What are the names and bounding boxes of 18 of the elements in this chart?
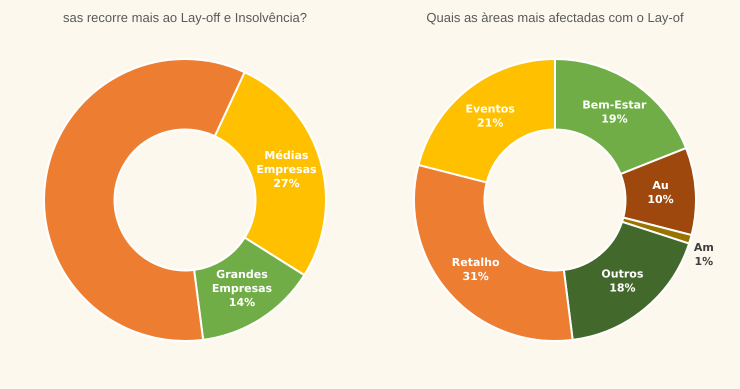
chart-title: Quais as àreas mais afectadas com o Lay-of [426, 10, 684, 27]
data-label: 27% [273, 177, 300, 190]
data-label: 1% [694, 255, 714, 268]
data-label: 31% [462, 270, 489, 283]
slice-label: Médias Empresas [256, 149, 318, 176]
data-label: 21% [477, 116, 504, 130]
data-label: 14% [228, 296, 256, 309]
slice-label: Grandes Empresas [212, 268, 273, 295]
chart-title: sas recorre mais ao Lay-off e Insolvência? [63, 10, 307, 27]
slice-label: Au [652, 179, 669, 192]
slice-label: Outros [601, 267, 644, 280]
data-label: 18% [609, 281, 636, 294]
slice-label: Retalho [452, 256, 500, 269]
slice-label: Eventos [466, 102, 516, 116]
data-label: 10% [647, 193, 674, 206]
slice-label: Bem-Estar [582, 98, 648, 112]
slice-label: Am [694, 241, 714, 254]
data-label: 19% [601, 112, 628, 126]
